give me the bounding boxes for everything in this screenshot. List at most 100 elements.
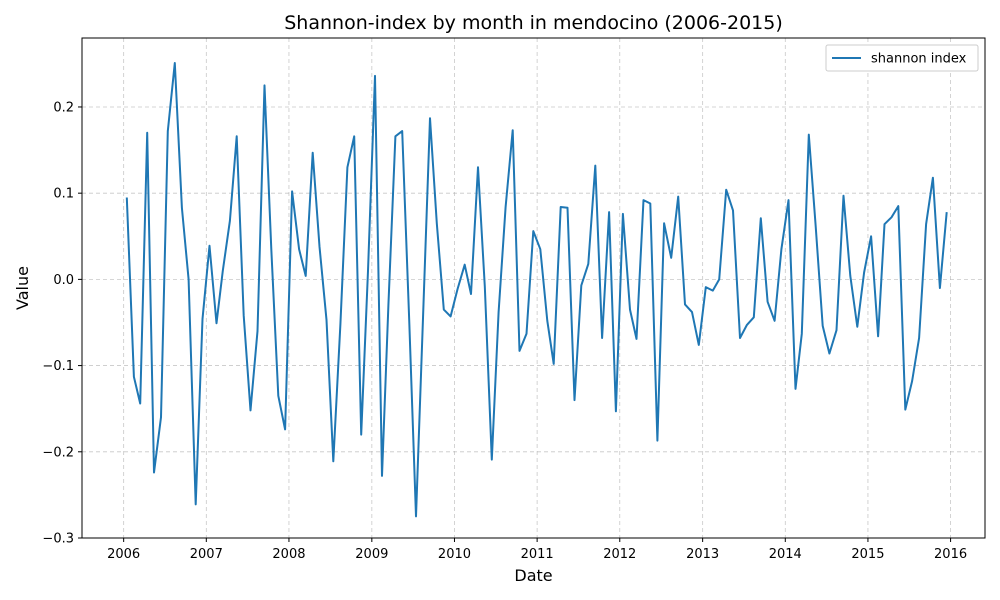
data-point: [567, 207, 569, 209]
data-point: [181, 207, 183, 209]
data-point: [381, 475, 383, 477]
data-point: [884, 223, 886, 225]
data-point: [139, 403, 141, 405]
data-point: [732, 209, 734, 211]
data-point: [270, 248, 272, 250]
data-point: [553, 363, 555, 365]
data-point: [339, 323, 341, 325]
data-point: [243, 315, 245, 317]
data-point: [718, 278, 720, 280]
data-point: [174, 62, 176, 64]
x-tick-label: 2009: [355, 547, 388, 562]
data-point: [863, 272, 865, 274]
data-point: [911, 380, 913, 382]
data-point: [629, 309, 631, 311]
data-point: [643, 199, 645, 201]
data-point: [828, 353, 830, 355]
data-point: [457, 288, 459, 290]
data-point: [126, 197, 128, 199]
x-tick-label: 2016: [934, 547, 967, 562]
y-axis: 0.2 0.1 0.0 −0.1 −0.2 −0.3: [42, 100, 82, 547]
data-point: [670, 257, 672, 259]
data-point: [877, 335, 879, 337]
data-point: [849, 275, 851, 277]
x-tick-label: 2008: [272, 547, 305, 562]
data-point: [684, 303, 686, 305]
x-tick-label: 2012: [603, 547, 636, 562]
y-tick-label: −0.2: [42, 445, 74, 460]
data-point: [532, 230, 534, 232]
x-tick-label: 2010: [438, 547, 471, 562]
plot-frame: [81, 37, 986, 539]
data-point: [691, 311, 693, 313]
x-tick-label: 2015: [851, 547, 884, 562]
plot-background: [82, 38, 985, 538]
data-point: [836, 329, 838, 331]
data-point: [415, 515, 417, 517]
legend-box: [825, 44, 979, 72]
data-point: [767, 301, 769, 303]
data-point: [394, 135, 396, 137]
data-point: [946, 211, 948, 213]
y-tick-label: 0.2: [53, 100, 74, 115]
data-point: [780, 248, 782, 250]
data-point: [587, 263, 589, 265]
data-point: [450, 315, 452, 317]
data-point: [712, 290, 714, 292]
data-point: [815, 224, 817, 226]
x-tick-label: 2014: [769, 547, 802, 562]
data-point: [216, 322, 218, 324]
data-point: [209, 245, 211, 247]
data-point: [636, 338, 638, 340]
x-axis: 2006 2007 2008 2009 2010 2011 2012 2013 2014 2015…: [107, 538, 967, 562]
data-point: [870, 235, 872, 237]
data-point: [925, 223, 927, 225]
data-point: [574, 399, 576, 401]
data-point: [939, 287, 941, 289]
data-point: [222, 270, 224, 272]
data-point: [202, 318, 204, 320]
data-point: [298, 248, 300, 250]
data-point: [284, 428, 286, 430]
data-point: [146, 132, 148, 134]
x-tick-label: 2011: [521, 547, 554, 562]
data-point: [305, 275, 307, 277]
data-point: [250, 409, 252, 411]
data-point: [153, 472, 155, 474]
data-point: [387, 304, 389, 306]
data-point: [739, 337, 741, 339]
data-point: [160, 416, 162, 418]
data-point: [188, 278, 190, 280]
data-point: [443, 309, 445, 311]
data-point: [932, 177, 934, 179]
data-point: [470, 293, 472, 295]
data-point: [560, 206, 562, 208]
data-point: [649, 203, 651, 205]
data-point: [904, 409, 906, 411]
data-point: [319, 246, 321, 248]
data-point: [133, 376, 135, 378]
data-point: [360, 434, 362, 436]
x-tick-label: 2006: [107, 547, 140, 562]
data-point: [897, 205, 899, 207]
data-point: [195, 503, 197, 505]
data-point: [464, 264, 466, 266]
data-point: [519, 350, 521, 352]
data-point: [795, 388, 797, 390]
data-point: [526, 333, 528, 335]
y-tick-label: −0.3: [42, 532, 74, 547]
legend-label: shannon index: [871, 52, 967, 67]
y-tick-label: 0.0: [53, 273, 74, 288]
data-point: [594, 165, 596, 167]
data-point: [264, 84, 266, 86]
data-point: [436, 222, 438, 224]
data-point: [229, 220, 231, 222]
data-point: [622, 213, 624, 215]
data-point: [808, 134, 810, 136]
y-axis-label: Value: [13, 266, 32, 310]
data-point: [484, 285, 486, 287]
data-point: [705, 286, 707, 288]
data-point: [856, 326, 858, 328]
data-point: [801, 333, 803, 335]
